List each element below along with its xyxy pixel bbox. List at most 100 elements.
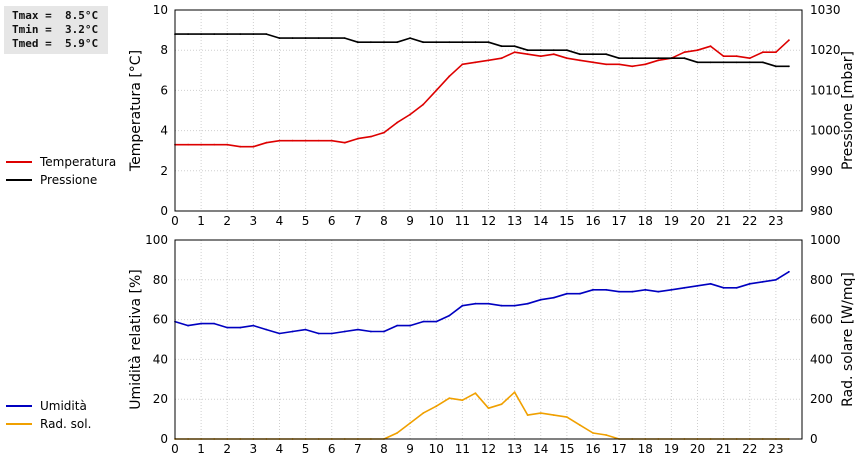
- x-tick-label-0-10: 10: [429, 214, 444, 228]
- data-point-0-0-20: [435, 89, 438, 92]
- data-point-0-1-28: [539, 49, 542, 52]
- data-point-0-1-7: [265, 33, 268, 35]
- x-tick-label-1-14: 14: [533, 442, 548, 456]
- data-point-0-1-32: [592, 53, 594, 56]
- data-point-0-0-42: [722, 55, 725, 58]
- data-point-1-1-17: [396, 432, 398, 434]
- data-point-1-0-40: [696, 284, 699, 287]
- y2-tick-label-0-1: 990: [810, 164, 833, 178]
- series-line-0-1: [175, 33, 789, 68]
- data-point-0-1-6: [252, 33, 255, 35]
- data-point-0-0-5: [239, 145, 242, 148]
- data-point-1-0-12: [330, 332, 333, 335]
- data-point-0-1-14: [357, 41, 359, 44]
- tmin-stat: Tmin = 3.2°C: [12, 23, 99, 36]
- data-point-0-1-15: [370, 41, 372, 44]
- x-tick-label-0-8: 8: [380, 214, 388, 228]
- data-point-0-1-47: [788, 65, 790, 68]
- data-point-0-1-34: [618, 57, 620, 60]
- data-point-0-1-29: [552, 49, 555, 52]
- x-tick-label-0-4: 4: [276, 214, 284, 228]
- data-point-1-0-18: [409, 324, 411, 327]
- legend-line-pressione: [6, 179, 32, 181]
- data-point-1-0-13: [343, 330, 346, 333]
- data-point-0-0-1: [187, 143, 190, 146]
- data-point-0-0-18: [409, 113, 411, 116]
- plot-frame-1: [174, 239, 803, 440]
- x-tick-label-1-15: 15: [559, 442, 574, 456]
- y-tick-label-0-4: 8: [160, 43, 168, 57]
- x-tick-label-1-8: 8: [380, 442, 388, 456]
- data-point-0-0-45: [761, 51, 764, 54]
- x-tick-label-1-1: 1: [197, 442, 205, 456]
- data-point-0-0-9: [291, 139, 294, 142]
- data-point-0-0-35: [631, 65, 634, 68]
- data-point-1-0-36: [644, 288, 647, 291]
- legend-line-radsol: [6, 423, 32, 425]
- data-point-1-1-18: [409, 422, 411, 424]
- y2-tick-label-1-2: 400: [810, 352, 833, 366]
- x-tick-label-0-17: 17: [611, 214, 626, 228]
- x-tick-label-0-12: 12: [481, 214, 496, 228]
- data-point-0-0-46: [775, 51, 777, 54]
- data-point-0-0-13: [343, 141, 346, 144]
- data-point-0-1-43: [735, 61, 738, 64]
- data-point-1-0-14: [357, 328, 359, 331]
- data-point-0-0-21: [448, 75, 451, 78]
- data-point-0-0-26: [513, 51, 516, 54]
- data-point-0-1-31: [579, 53, 581, 56]
- data-point-1-0-8: [278, 332, 281, 335]
- data-point-1-1-23: [474, 392, 477, 395]
- legend-item-pressione: Pressione: [6, 171, 116, 189]
- x-tick-label-0-11: 11: [455, 214, 470, 228]
- x-tick-label-0-16: 16: [585, 214, 600, 228]
- data-point-1-0-31: [579, 292, 581, 295]
- data-point-0-1-41: [709, 61, 712, 64]
- x-tick-label-0-13: 13: [507, 214, 522, 228]
- data-point-0-0-29: [552, 53, 555, 56]
- data-point-0-1-8: [278, 37, 281, 39]
- y-tick-label-1-2: 40: [153, 352, 168, 366]
- data-point-1-0-27: [526, 302, 529, 305]
- data-point-0-0-22: [461, 63, 464, 66]
- y-tick-label-0-3: 6: [160, 83, 168, 97]
- y-axis-label-0: Temperatura [°C]: [128, 50, 144, 172]
- y2-tick-label-0-5: 1030: [810, 3, 841, 17]
- x-tick-label-0-9: 9: [406, 214, 414, 228]
- legend-label-temperatura: Temperatura: [40, 155, 117, 169]
- data-point-0-1-26: [513, 45, 516, 48]
- data-point-0-0-41: [709, 45, 712, 48]
- data-point-1-0-25: [500, 304, 503, 307]
- x-tick-label-1-10: 10: [429, 442, 444, 456]
- data-point-1-0-44: [748, 282, 751, 285]
- data-point-1-1-19: [422, 412, 425, 414]
- data-point-0-1-11: [317, 37, 320, 39]
- bottom-chart-legend: Umidità Rad. sol.: [6, 397, 91, 433]
- data-point-0-1-19: [422, 41, 425, 44]
- data-point-0-1-36: [644, 57, 647, 60]
- data-point-0-1-13: [343, 37, 346, 39]
- data-point-1-0-41: [709, 282, 712, 285]
- data-point-1-0-26: [513, 304, 516, 307]
- data-point-1-0-6: [252, 324, 255, 327]
- data-point-0-0-43: [735, 55, 738, 58]
- top-chart-legend: Temperatura Pressione: [6, 153, 116, 189]
- legend-line-temperatura: [6, 161, 32, 163]
- x-tick-label-1-21: 21: [716, 442, 731, 456]
- y2-tick-label-1-0: 0: [810, 432, 818, 446]
- data-point-0-0-36: [644, 63, 647, 66]
- plot-frame-0: [174, 9, 803, 212]
- data-point-0-1-2: [200, 33, 203, 35]
- x-tick-label-1-12: 12: [481, 442, 496, 456]
- data-point-1-1-29: [552, 414, 555, 416]
- data-point-1-0-24: [487, 302, 490, 305]
- data-point-1-0-28: [539, 298, 542, 301]
- data-point-0-1-16: [383, 41, 385, 44]
- data-point-0-1-24: [487, 41, 490, 44]
- x-tick-label-1-3: 3: [250, 442, 258, 456]
- y-axis-label-1: Umidità relativa [%]: [128, 269, 144, 410]
- series-line-1-0: [174, 271, 790, 335]
- data-point-0-0-12: [330, 139, 333, 142]
- y2-tick-label-0-4: 1020: [810, 43, 841, 57]
- data-point-0-1-44: [748, 61, 751, 64]
